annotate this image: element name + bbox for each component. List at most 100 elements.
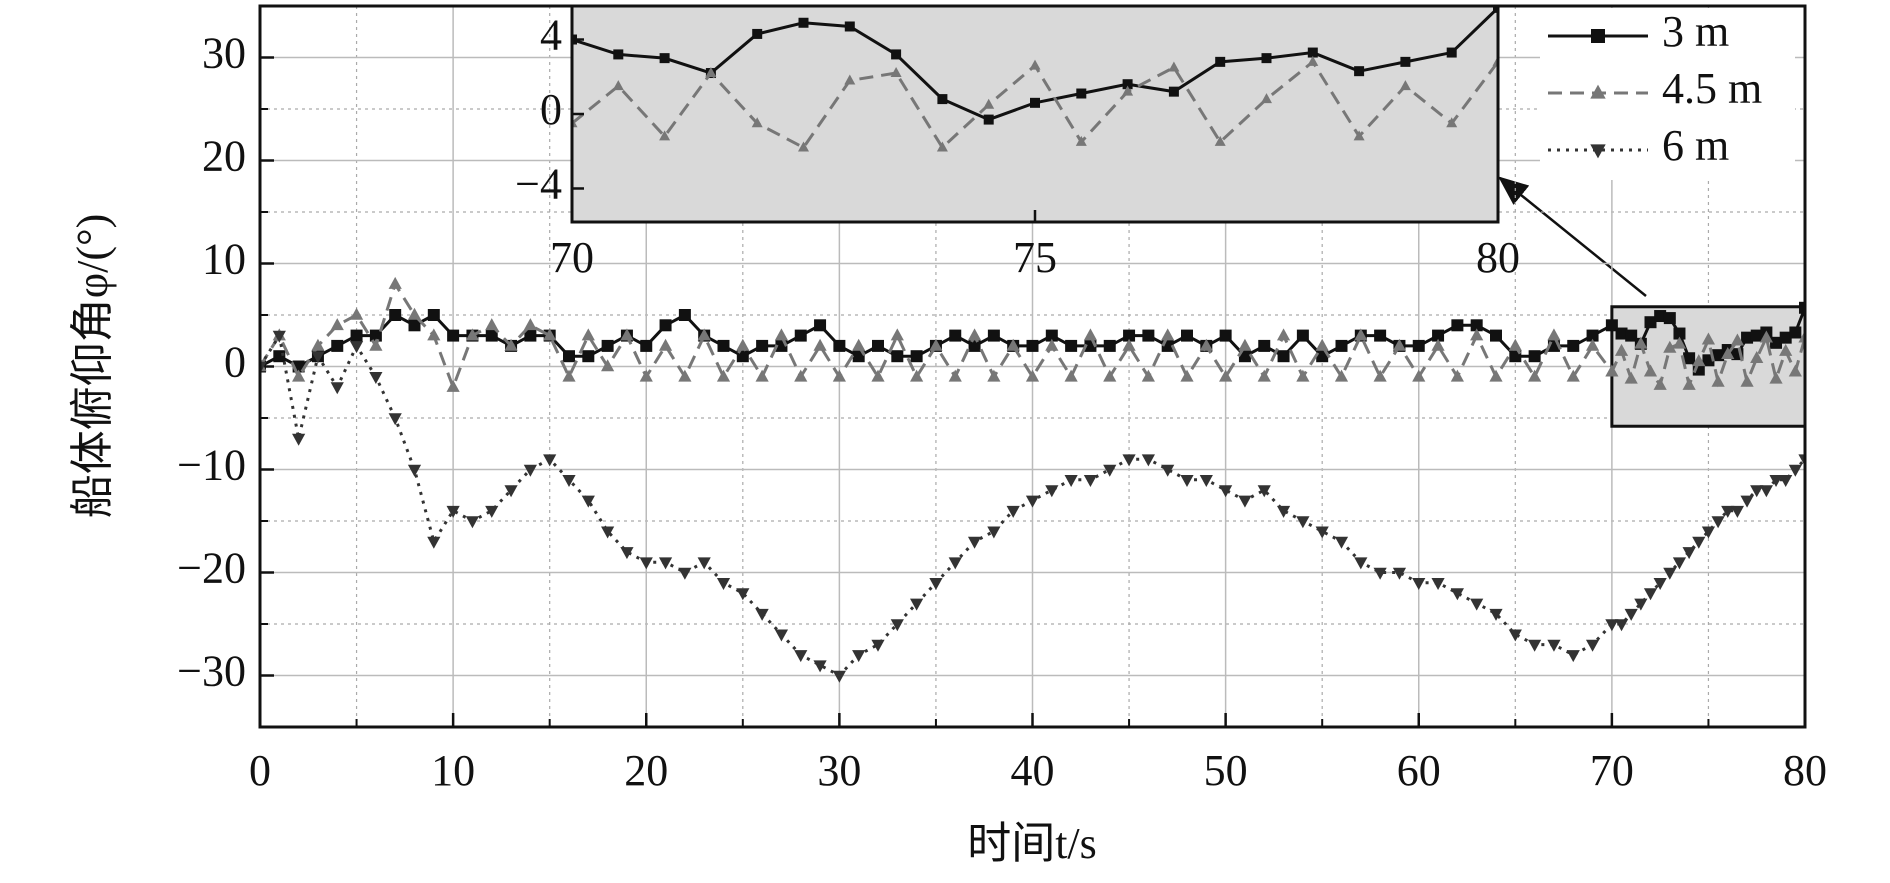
data-point (1354, 315, 1365, 325)
data-point (1257, 369, 1271, 382)
data-point (752, 28, 763, 39)
data-point (910, 598, 924, 611)
data-point (1566, 369, 1580, 382)
legend-marker (1590, 144, 1606, 159)
data-point (659, 53, 670, 64)
data-point (1353, 130, 1365, 141)
data-point (929, 338, 943, 351)
data-point (504, 485, 518, 498)
data-point (1712, 349, 1725, 362)
data-point (1624, 608, 1638, 621)
data-point (1030, 97, 1040, 108)
data-point (1692, 354, 1706, 367)
data-point (1750, 351, 1764, 364)
data-point (1412, 578, 1426, 590)
data-point (1605, 319, 1618, 332)
data-point (349, 307, 364, 320)
data-point (273, 350, 286, 363)
data-point (1750, 485, 1764, 498)
data-point (1307, 55, 1319, 66)
data-point (446, 379, 460, 392)
data-point (1470, 598, 1484, 611)
data-point (1750, 329, 1763, 342)
data-point (1508, 629, 1522, 642)
data-point (1701, 332, 1716, 345)
data-point (1238, 338, 1252, 351)
data-point (1788, 464, 1802, 477)
data-point (1122, 85, 1134, 96)
zoom-box (1610, 305, 1807, 428)
data-point (1168, 61, 1180, 72)
data-point (563, 350, 575, 363)
data-point (890, 67, 902, 78)
data-point (852, 338, 866, 351)
data-point (1315, 338, 1329, 351)
data-point (1219, 485, 1233, 498)
data-point (1277, 350, 1290, 363)
data-point (1103, 369, 1117, 382)
data-point (1374, 329, 1387, 342)
y-tick-label: 30 (202, 29, 246, 78)
data-point (1625, 329, 1638, 342)
data-point (1258, 339, 1271, 352)
x-tick-label: 30 (817, 746, 861, 795)
legend-label: 4.5 m (1662, 64, 1762, 113)
data-point (1399, 80, 1411, 91)
data-point (1788, 364, 1802, 377)
data-point (814, 319, 827, 332)
data-point (601, 526, 615, 539)
data-point (751, 117, 763, 128)
data-point (640, 339, 653, 352)
data-point (612, 80, 624, 91)
data-point (1276, 328, 1291, 341)
data-point (1508, 338, 1522, 351)
data-point (844, 482, 855, 492)
data-point (543, 328, 557, 341)
data-point (1315, 526, 1329, 539)
data-point (1741, 331, 1754, 344)
data-point (1026, 339, 1039, 352)
data-point (1446, 47, 1457, 58)
data-point (1006, 505, 1020, 518)
data-point (697, 557, 711, 570)
x-tick-label: 60 (1397, 746, 1441, 795)
data-point (1586, 329, 1599, 342)
data-point (910, 369, 924, 382)
x-tick-label: 10 (431, 746, 475, 795)
data-point (1180, 475, 1194, 487)
data-point (1624, 371, 1638, 384)
data-point (832, 670, 846, 683)
data-point (891, 49, 902, 60)
data-point (948, 557, 962, 570)
data-point (1673, 327, 1686, 340)
data-point (485, 318, 499, 331)
data-point (1730, 505, 1745, 518)
data-point (1489, 608, 1503, 621)
legend-marker (1590, 84, 1606, 99)
data-point (705, 67, 717, 78)
data-point (1798, 330, 1805, 343)
data-point (813, 338, 827, 351)
data-point (330, 318, 344, 331)
data-point (260, 361, 267, 374)
data-point (1064, 369, 1078, 382)
data-point (1432, 329, 1445, 342)
data-point (408, 319, 421, 332)
data-point (389, 309, 402, 321)
data-point (929, 578, 943, 590)
data-point (350, 329, 363, 342)
data-point (1180, 369, 1194, 382)
data-point (1672, 557, 1687, 570)
y-tick-label: 10 (202, 235, 246, 284)
data-point (1547, 328, 1561, 341)
y-tick-label: 20 (202, 132, 246, 181)
data-point (1643, 364, 1658, 377)
data-point (937, 94, 948, 105)
data-point (717, 339, 730, 352)
inset-x-tick-label: 70 (550, 233, 594, 282)
data-point (756, 339, 769, 352)
data-point (798, 141, 809, 152)
data-point (1400, 56, 1411, 67)
data-point (620, 328, 634, 341)
data-point (967, 328, 982, 341)
